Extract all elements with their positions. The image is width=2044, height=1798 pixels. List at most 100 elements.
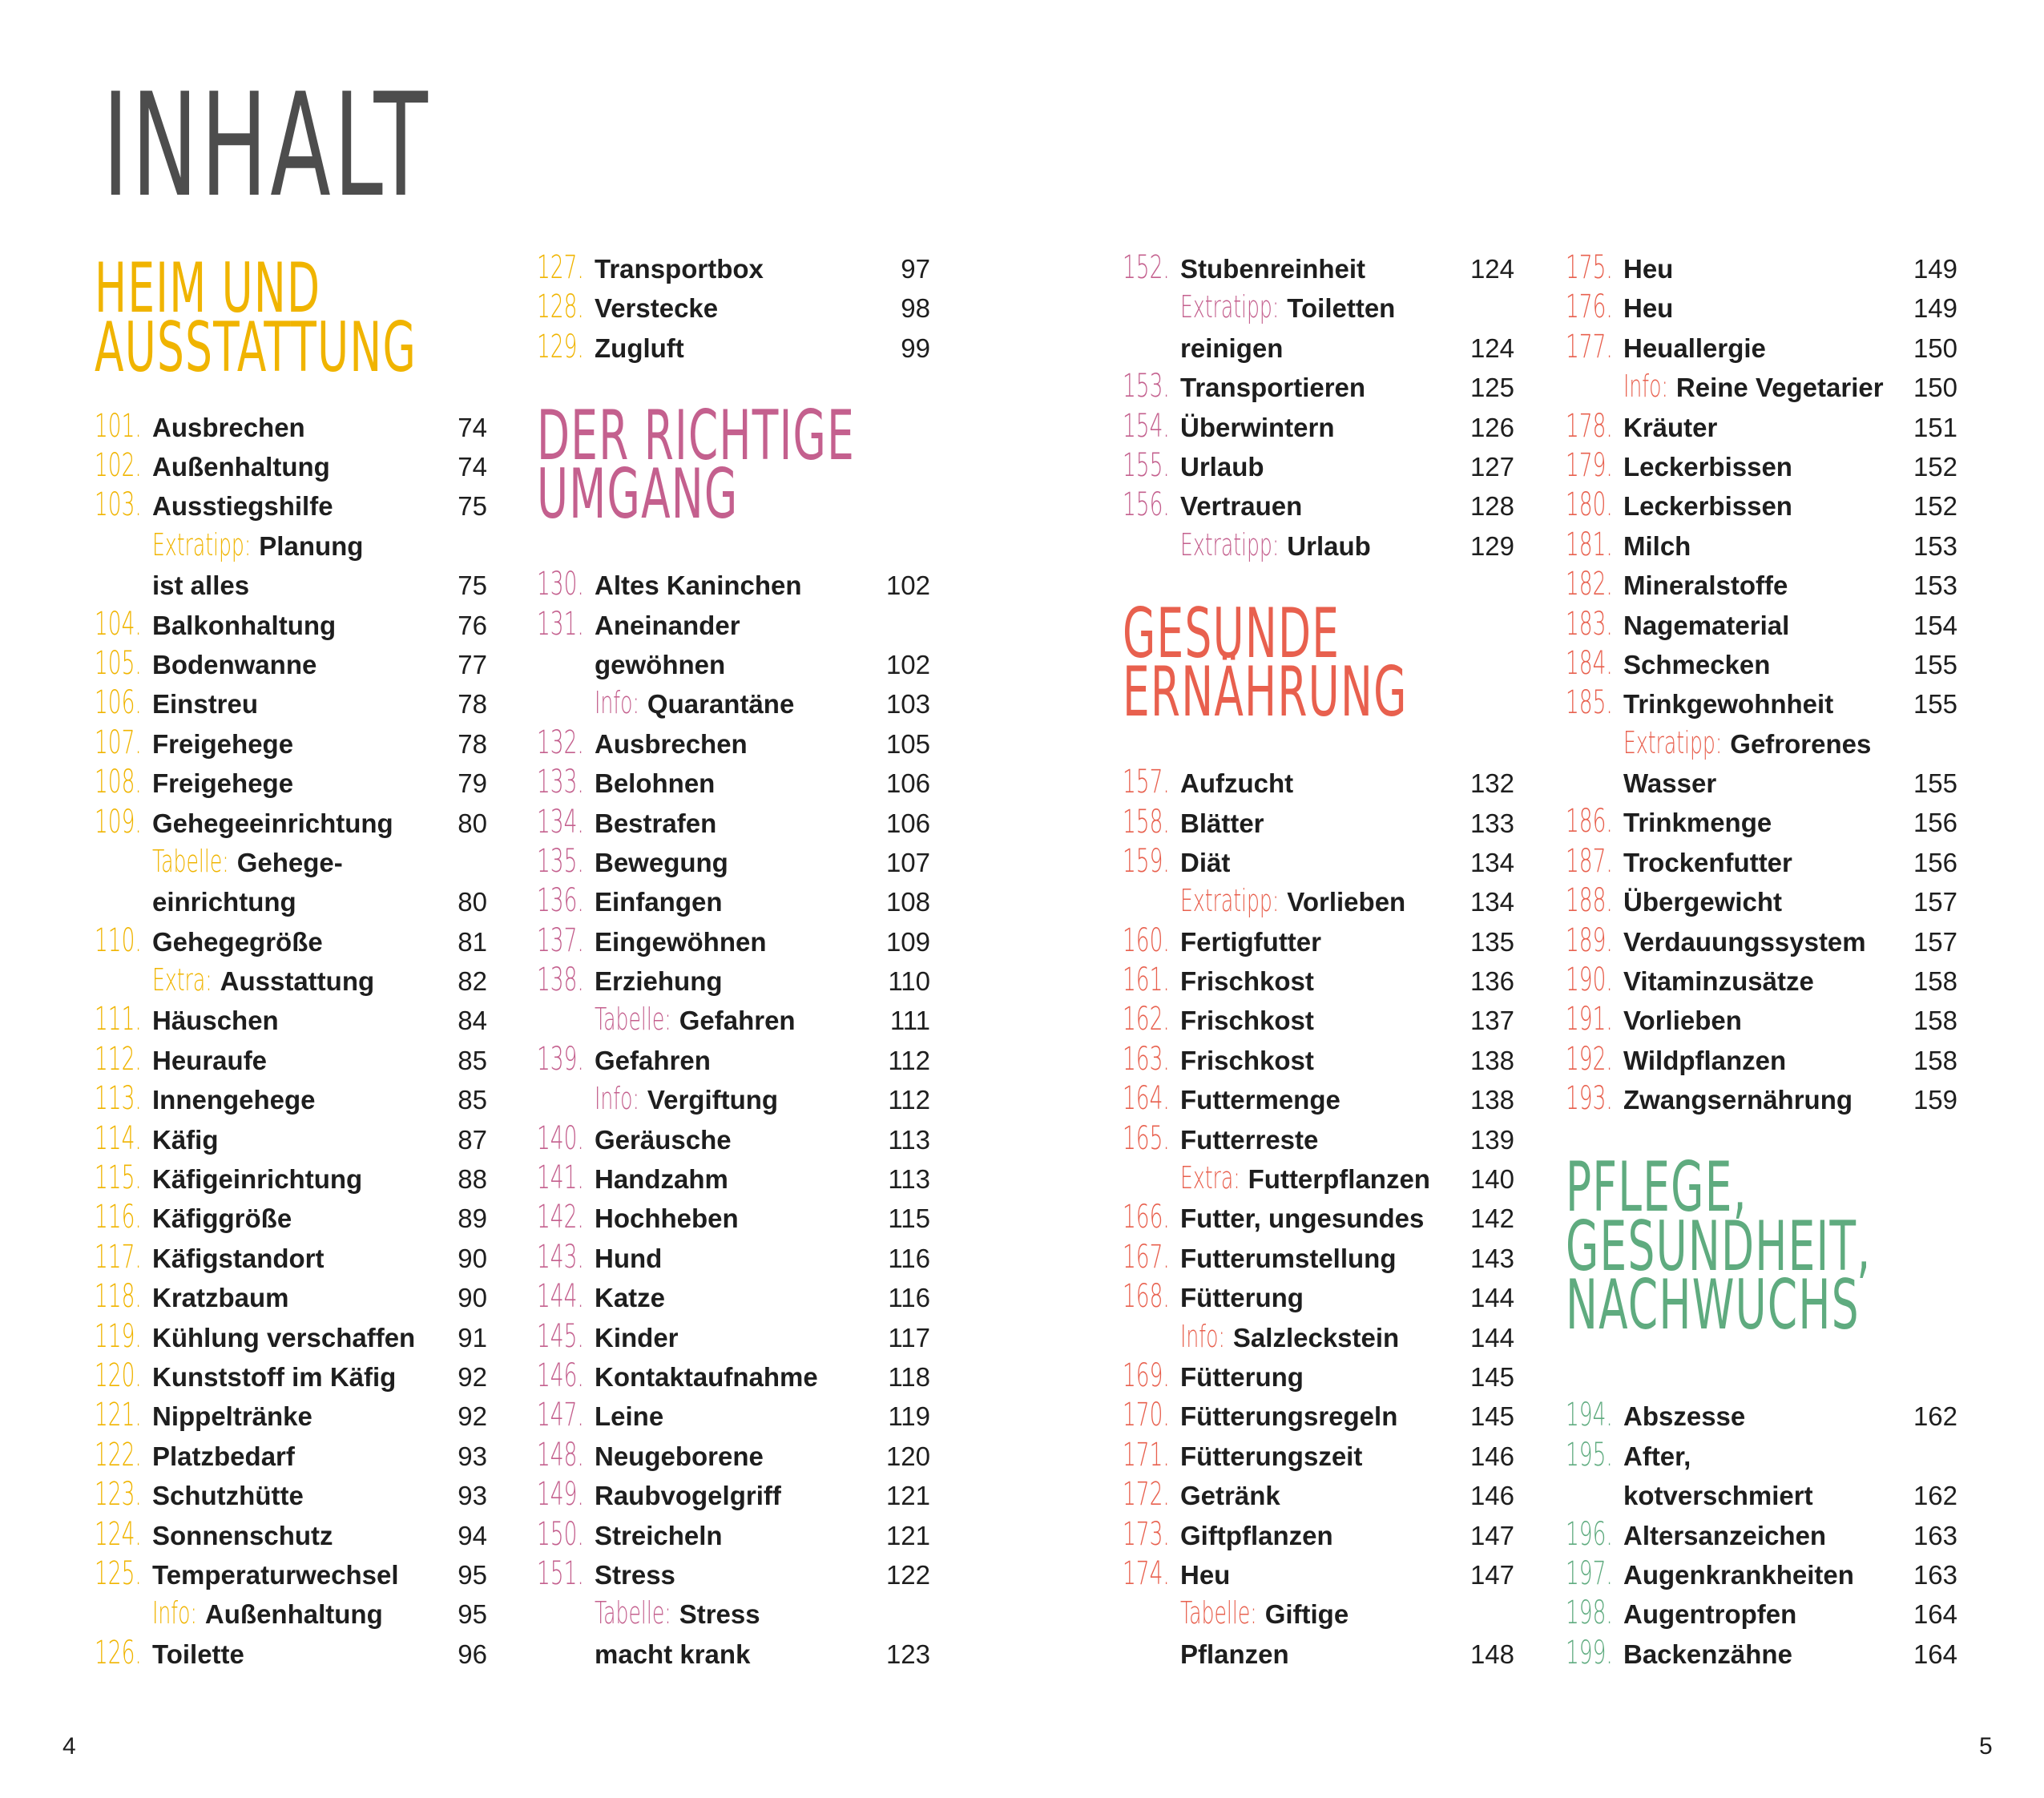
toc-subentry[interactable]: Extra: Ausstattung 82 bbox=[95, 961, 487, 1000]
toc-entry[interactable]: 121. Nippeltränke 92 bbox=[95, 1396, 487, 1435]
toc-entry[interactable]: 169. Fütterung 145 bbox=[1123, 1357, 1514, 1396]
toc-entry-continuation[interactable]: Wasser 155 bbox=[1566, 763, 1957, 802]
toc-entry[interactable]: 190. Vitaminzusätze 158 bbox=[1566, 961, 1957, 1000]
toc-entry-continuation[interactable]: kotverschmiert 162 bbox=[1566, 1475, 1957, 1514]
toc-entry[interactable]: 187. Trockenfutter 156 bbox=[1566, 842, 1957, 881]
toc-subentry[interactable]: Info: Reine Vegetarier 150 bbox=[1566, 367, 1957, 406]
toc-subentry[interactable]: Info: Quarantäne 103 bbox=[537, 683, 930, 723]
toc-entry[interactable]: 193. Zwangsernährung 159 bbox=[1566, 1079, 1957, 1119]
toc-entry[interactable]: 163. Frischkost 138 bbox=[1123, 1040, 1514, 1079]
toc-entry[interactable]: 140. Geräusche 113 bbox=[537, 1119, 930, 1159]
toc-entry[interactable]: 185. Trinkgewohnheit 155 bbox=[1566, 683, 1957, 723]
toc-entry[interactable]: 128. Verstecke 98 bbox=[537, 288, 930, 327]
toc-entry[interactable]: 120. Kunststoff im Käfig 92 bbox=[95, 1357, 487, 1396]
toc-subentry[interactable]: Extratipp: Gefrorenes bbox=[1566, 724, 1957, 763]
toc-entry[interactable]: 123. Schutzhütte 93 bbox=[95, 1475, 487, 1514]
toc-entry[interactable]: 182. Mineralstoffe 153 bbox=[1566, 565, 1957, 604]
toc-entry[interactable]: 104. Balkonhaltung 76 bbox=[95, 605, 487, 644]
toc-entry[interactable]: 124. Sonnenschutz 94 bbox=[95, 1515, 487, 1554]
toc-entry-continuation[interactable]: Pflanzen 148 bbox=[1123, 1634, 1514, 1673]
toc-entry[interactable]: 172. Getränk 146 bbox=[1123, 1475, 1514, 1514]
toc-entry[interactable]: 168. Fütterung 144 bbox=[1123, 1277, 1514, 1316]
toc-entry[interactable]: 179. Leckerbissen 152 bbox=[1566, 446, 1957, 486]
toc-entry-continuation[interactable]: gewöhnen 102 bbox=[537, 644, 930, 683]
toc-entry[interactable]: 167. Futterumstellung 143 bbox=[1123, 1238, 1514, 1277]
toc-entry[interactable]: 175. Heu 149 bbox=[1566, 248, 1957, 288]
toc-entry[interactable]: 199. Backenzähne 164 bbox=[1566, 1634, 1957, 1673]
toc-entry[interactable]: 149. Raubvogelgriff 121 bbox=[537, 1475, 930, 1514]
toc-entry[interactable]: 111. Häuschen 84 bbox=[95, 1000, 487, 1039]
toc-entry[interactable]: 137. Eingewöhnen 109 bbox=[537, 921, 930, 961]
toc-entry[interactable]: 116. Käfiggröße 89 bbox=[95, 1198, 487, 1237]
toc-entry[interactable]: 105. Bodenwanne 77 bbox=[95, 644, 487, 683]
toc-subentry[interactable]: Extra: Futterpflanzen 140 bbox=[1123, 1159, 1514, 1198]
toc-entry[interactable]: 145. Kinder 117 bbox=[537, 1317, 930, 1357]
toc-entry[interactable]: 165. Futterreste 139 bbox=[1123, 1119, 1514, 1159]
toc-entry[interactable]: 101. Ausbrechen 74 bbox=[95, 407, 487, 446]
toc-entry[interactable]: 161. Frischkost 136 bbox=[1123, 961, 1514, 1000]
toc-subentry[interactable]: Extratipp: Vorlieben 134 bbox=[1123, 881, 1514, 921]
toc-entry[interactable]: 131. Aneinander bbox=[537, 605, 930, 644]
toc-entry[interactable]: 136. Einfangen 108 bbox=[537, 881, 930, 921]
toc-entry[interactable]: 150. Streicheln 121 bbox=[537, 1515, 930, 1554]
toc-entry[interactable]: 143. Hund 116 bbox=[537, 1238, 930, 1277]
toc-entry[interactable]: 188. Übergewicht 157 bbox=[1566, 881, 1957, 921]
toc-entry[interactable]: 115. Käfigeinrichtung 88 bbox=[95, 1159, 487, 1198]
toc-entry[interactable]: 155. Urlaub 127 bbox=[1123, 446, 1514, 486]
toc-entry[interactable]: 171. Fütterungszeit 146 bbox=[1123, 1436, 1514, 1475]
toc-entry[interactable]: 103. Ausstiegshilfe 75 bbox=[95, 486, 487, 525]
toc-entry-continuation[interactable]: macht krank 123 bbox=[537, 1634, 930, 1673]
toc-entry[interactable]: 197. Augenkrankheiten 163 bbox=[1566, 1554, 1957, 1594]
toc-entry[interactable]: 109. Gehegeeinrichtung 80 bbox=[95, 803, 487, 842]
toc-subentry[interactable]: Tabelle: Stress bbox=[537, 1594, 930, 1633]
toc-entry[interactable]: 186. Trinkmenge 156 bbox=[1566, 802, 1957, 841]
toc-subentry[interactable]: Extratipp: Urlaub 129 bbox=[1123, 526, 1514, 565]
toc-entry[interactable]: 144. Katze 116 bbox=[537, 1277, 930, 1316]
toc-entry[interactable]: 174. Heu 147 bbox=[1123, 1554, 1514, 1594]
toc-entry[interactable]: 108. Freigehege 79 bbox=[95, 763, 487, 802]
toc-entry-continuation[interactable]: reinigen 124 bbox=[1123, 328, 1514, 367]
toc-entry[interactable]: 135. Bewegung 107 bbox=[537, 842, 930, 881]
toc-entry[interactable]: 107. Freigehege 78 bbox=[95, 724, 487, 763]
toc-entry[interactable]: 177. Heuallergie 150 bbox=[1566, 328, 1957, 367]
toc-entry[interactable]: 134. Bestrafen 106 bbox=[537, 803, 930, 842]
toc-entry[interactable]: 180. Leckerbissen 152 bbox=[1566, 486, 1957, 525]
toc-entry[interactable]: 192. Wildpflanzen 158 bbox=[1566, 1040, 1957, 1079]
toc-subentry[interactable]: Extratipp: Toiletten bbox=[1123, 288, 1514, 327]
toc-entry[interactable]: 153. Transportieren 125 bbox=[1123, 367, 1514, 406]
toc-entry[interactable]: 147. Leine 119 bbox=[537, 1396, 930, 1435]
toc-entry[interactable]: 198. Augentropfen 164 bbox=[1566, 1594, 1957, 1633]
toc-entry[interactable]: 157. Aufzucht 132 bbox=[1123, 763, 1514, 802]
toc-entry[interactable]: 125. Temperaturwechsel 95 bbox=[95, 1554, 487, 1594]
toc-entry[interactable]: 181. Milch 153 bbox=[1566, 526, 1957, 565]
toc-entry[interactable]: 122. Platzbedarf 93 bbox=[95, 1436, 487, 1475]
toc-entry[interactable]: 183. Nagematerial 154 bbox=[1566, 605, 1957, 644]
toc-entry[interactable]: 178. Kräuter 151 bbox=[1566, 407, 1957, 446]
toc-entry[interactable]: 114. Käfig 87 bbox=[95, 1119, 487, 1159]
toc-entry[interactable]: 160. Fertigfutter 135 bbox=[1123, 921, 1514, 961]
toc-entry[interactable]: 130. Altes Kaninchen 102 bbox=[537, 565, 930, 604]
toc-entry[interactable]: 159. Diät 134 bbox=[1123, 842, 1514, 881]
toc-entry[interactable]: 146. Kontaktaufnahme 118 bbox=[537, 1357, 930, 1396]
toc-entry[interactable]: 162. Frischkost 137 bbox=[1123, 1000, 1514, 1039]
toc-subentry[interactable]: Info: Salzleckstein 144 bbox=[1123, 1317, 1514, 1357]
toc-entry[interactable]: 170. Fütterungsregeln 145 bbox=[1123, 1396, 1514, 1435]
toc-entry[interactable]: 151. Stress 122 bbox=[537, 1554, 930, 1594]
toc-subentry[interactable]: Tabelle: Giftige bbox=[1123, 1594, 1514, 1633]
toc-entry[interactable]: 173. Giftpflanzen 147 bbox=[1123, 1515, 1514, 1554]
toc-entry[interactable]: 118. Kratzbaum 90 bbox=[95, 1277, 487, 1316]
toc-entry[interactable]: 129. Zugluft 99 bbox=[537, 328, 930, 367]
toc-entry[interactable]: 133. Belohnen 106 bbox=[537, 763, 930, 802]
toc-entry[interactable]: 196. Altersanzeichen 163 bbox=[1566, 1515, 1957, 1554]
toc-entry[interactable]: 113. Innengehege 85 bbox=[95, 1079, 487, 1119]
toc-entry[interactable]: 166. Futter, ungesundes 142 bbox=[1123, 1198, 1514, 1237]
toc-entry[interactable]: 189. Verdauungssystem 157 bbox=[1566, 921, 1957, 961]
toc-entry[interactable]: 158. Blätter 133 bbox=[1123, 803, 1514, 842]
toc-subentry[interactable]: Extratipp: Planung bbox=[95, 526, 487, 565]
toc-entry[interactable]: 191. Vorlieben 158 bbox=[1566, 1000, 1957, 1039]
toc-entry[interactable]: 184. Schmecken 155 bbox=[1566, 644, 1957, 683]
toc-subentry[interactable]: Info: Außenhaltung 95 bbox=[95, 1594, 487, 1633]
toc-entry[interactable]: 112. Heuraufe 85 bbox=[95, 1040, 487, 1079]
toc-subentry[interactable]: Info: Vergiftung 112 bbox=[537, 1079, 930, 1119]
toc-entry[interactable]: 110. Gehegegröße 81 bbox=[95, 921, 487, 961]
